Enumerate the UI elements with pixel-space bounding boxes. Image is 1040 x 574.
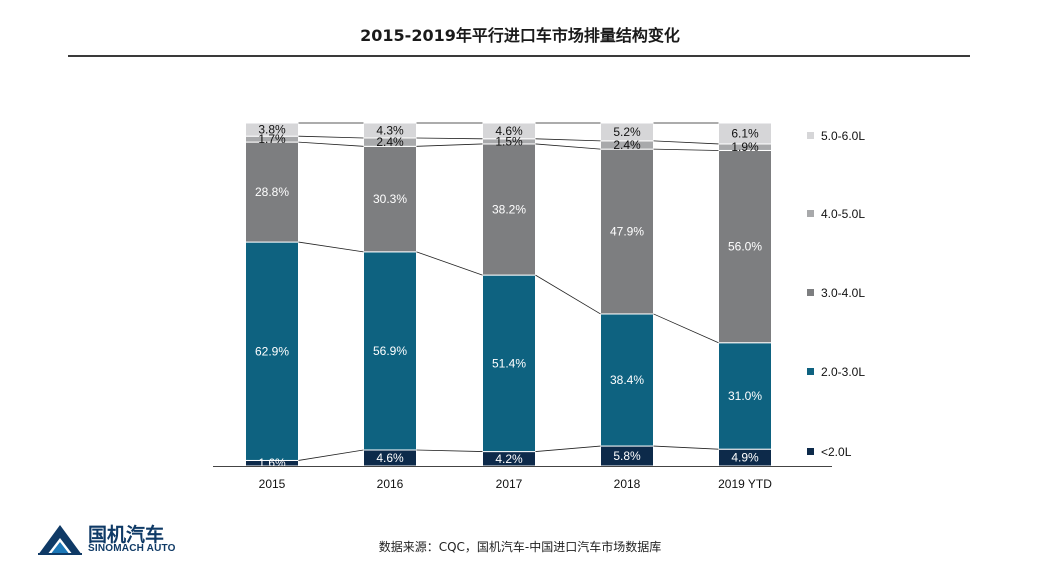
data-label: 1.7% — [258, 132, 286, 146]
series-line-3-2 — [535, 138, 601, 142]
series-line-3-0 — [298, 135, 364, 139]
data-label: 1.6% — [258, 456, 286, 470]
series-line-0-2 — [535, 445, 601, 452]
series-line-0-0 — [298, 449, 364, 461]
x-tick-label: 2019 YTD — [718, 477, 772, 491]
legend-label: 5.0-6.0L — [821, 129, 865, 143]
legend-swatch — [807, 448, 814, 455]
bar-5060L-2015 — [245, 122, 299, 137]
data-label: 38.2% — [492, 203, 526, 217]
x-tick-label: 2015 — [259, 477, 286, 491]
x-tick-label: 2017 — [496, 477, 523, 491]
data-label: 4.3% — [376, 123, 404, 137]
legend-label: 4.0-5.0L — [821, 207, 865, 221]
series-line-2-0 — [298, 141, 364, 147]
data-label: 51.4% — [492, 356, 526, 370]
series-line-3-1 — [416, 137, 483, 140]
logo-chinese-name: 国机汽车 — [88, 524, 165, 546]
data-label: 31.0% — [728, 389, 762, 403]
bar-3040L-2016 — [363, 145, 417, 253]
legend-swatch — [807, 289, 814, 296]
data-label: 1.5% — [495, 134, 523, 148]
data-label: 2.4% — [376, 135, 404, 149]
data-label: 28.8% — [255, 185, 289, 199]
series-line-3-3 — [653, 140, 719, 145]
logo-english-name: SINOMACH AUTO — [88, 543, 176, 554]
bar-3040L-2018 — [600, 148, 654, 315]
series-line-2-2 — [535, 143, 601, 150]
bar-5060L-2017 — [482, 122, 536, 140]
chart-title: 2015-2019年平行进口车市场排量结构变化 — [360, 26, 680, 45]
data-label: 56.0% — [728, 240, 762, 254]
series-line-1-3 — [653, 313, 719, 344]
series-line-0-1 — [416, 449, 483, 452]
legend-label: 2.0-3.0L — [821, 365, 865, 379]
legend-swatch — [807, 368, 814, 375]
x-tick-label: 2018 — [614, 477, 641, 491]
title-divider — [68, 55, 970, 57]
series-line-1-2 — [535, 274, 601, 315]
data-label: 6.1% — [731, 126, 759, 140]
data-label: 3.8% — [258, 123, 286, 137]
legend-swatch — [807, 132, 814, 139]
data-label: 4.2% — [495, 452, 523, 466]
data-label: 5.2% — [613, 125, 641, 139]
data-label: 38.4% — [610, 373, 644, 387]
series-line-1-1 — [416, 251, 483, 276]
legend-swatch — [807, 210, 814, 217]
bar-3040L-2019YTD — [718, 149, 772, 344]
data-label: 4.6% — [376, 451, 404, 465]
bar-5060L-2018 — [600, 122, 654, 142]
series-line-0-3 — [653, 445, 719, 450]
series-line-2-3 — [653, 148, 719, 151]
series-line-2-1 — [416, 143, 483, 147]
bar-3040L-2015 — [245, 141, 299, 243]
bar-2030L-2019YTD — [718, 342, 772, 450]
data-label: 2.4% — [613, 138, 641, 152]
sinomach-logo-icon — [38, 525, 82, 555]
data-label: 30.3% — [373, 192, 407, 206]
data-label: 4.9% — [731, 451, 759, 465]
bar-2030L-2018 — [600, 313, 654, 447]
data-label: 5.8% — [613, 449, 641, 463]
data-label: 1.9% — [731, 140, 759, 154]
sinomach-logo: 国机汽车 SINOMACH AUTO — [38, 518, 188, 558]
bar-2030L-2017 — [482, 274, 536, 453]
data-label: 62.9% — [255, 344, 289, 358]
data-label: 56.9% — [373, 344, 407, 358]
legend-label: 3.0-4.0L — [821, 286, 865, 300]
bar-2030L-2015 — [245, 241, 299, 461]
data-label: 4.6% — [495, 124, 523, 138]
series-line-1-0 — [298, 241, 364, 253]
data-label: 47.9% — [610, 225, 644, 239]
bar-5060L-2019YTD — [718, 122, 772, 145]
data-source-note: 数据来源：CQC，国机汽车-中国进口汽车市场数据库 — [378, 540, 662, 554]
bar-5060L-2016 — [363, 122, 417, 139]
x-tick-label: 2016 — [377, 477, 404, 491]
legend-label: <2.0L — [821, 445, 852, 459]
bar-3040L-2017 — [482, 143, 536, 276]
bar-2030L-2016 — [363, 251, 417, 451]
